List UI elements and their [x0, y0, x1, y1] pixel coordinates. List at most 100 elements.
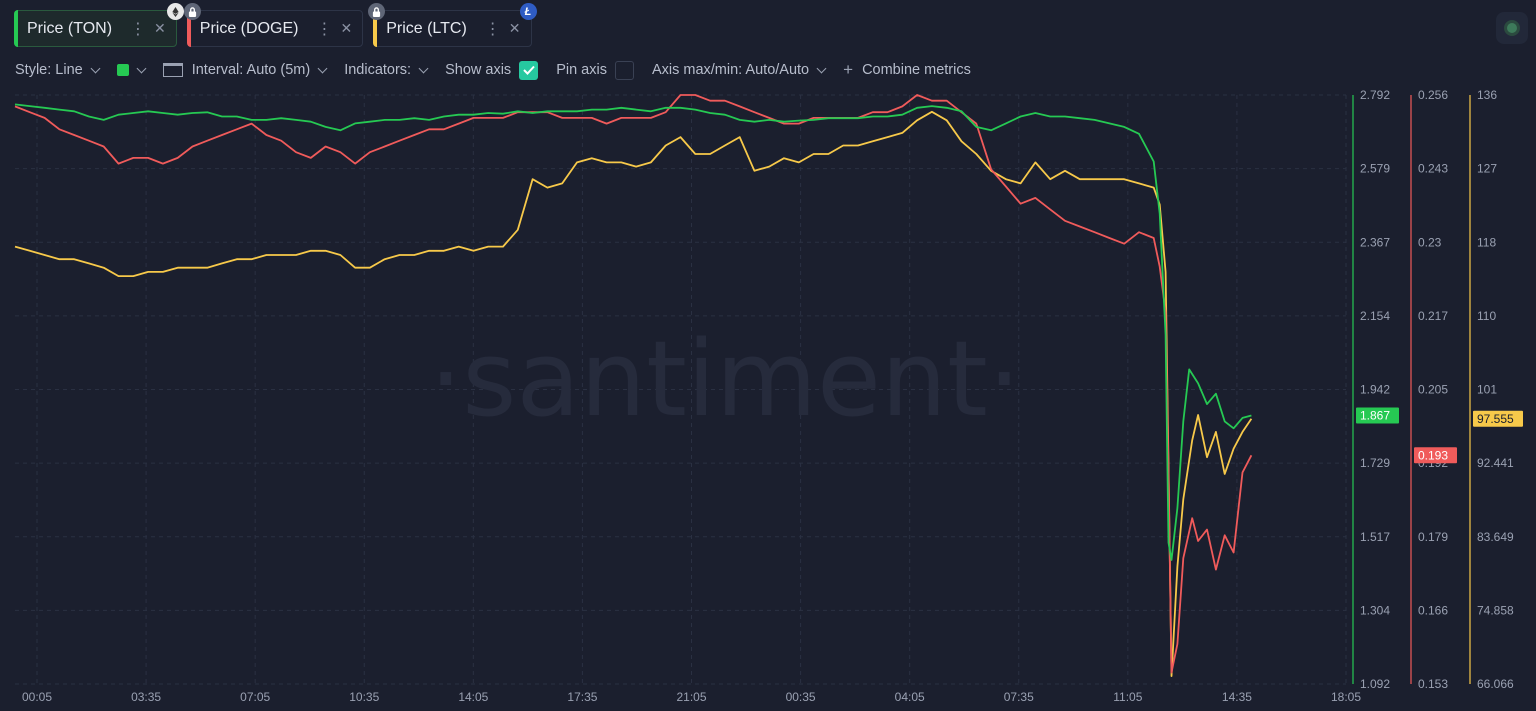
- settings-toggle-button[interactable]: [1496, 12, 1528, 44]
- current-value-text: 1.867: [1360, 408, 1390, 422]
- x-tick-label: 07:05: [240, 690, 270, 704]
- y-tick-label: 0.217: [1418, 309, 1448, 323]
- chevron-down-icon: [816, 63, 827, 73]
- indicators-dropdown[interactable]: Indicators:: [344, 62, 429, 78]
- show-axis-checkbox[interactable]: [519, 60, 539, 80]
- y-tick-label: 0.205: [1418, 383, 1448, 397]
- ethereum-icon: [166, 3, 184, 20]
- chart-grid: [15, 94, 1347, 685]
- y-tick-label: 83.649: [1477, 530, 1514, 544]
- plus-icon: +: [843, 60, 854, 79]
- x-tick-label: 00:35: [786, 690, 816, 704]
- chevron-down-icon: [418, 63, 429, 73]
- tab-label: Price (TON): [27, 19, 113, 37]
- x-tick-label: 11:05: [1113, 690, 1142, 704]
- pin-axis-checkbox[interactable]: [614, 60, 634, 80]
- current-value-badge: [1356, 407, 1399, 424]
- y-tick-label: 1.092: [1360, 677, 1390, 691]
- close-icon[interactable]: ✕: [340, 20, 353, 36]
- y-tick-label: 1.304: [1360, 603, 1390, 617]
- interval-dropdown[interactable]: Interval: Auto (5m): [162, 62, 328, 78]
- chevron-down-icon: [317, 63, 328, 73]
- close-icon[interactable]: ✕: [508, 20, 521, 36]
- x-tick-label: 17:35: [567, 690, 597, 704]
- lock-icon: [368, 3, 386, 20]
- status-dot-icon: [1507, 23, 1517, 33]
- litecoin-icon: Ł: [519, 3, 537, 20]
- x-tick-label: 00:05: [22, 690, 52, 704]
- y-tick-label: 0.23: [1418, 235, 1442, 249]
- tab-price-ltc[interactable]: Price (LTC) ⋮ ✕ Ł: [368, 3, 537, 47]
- y-tick-label: 2.792: [1360, 88, 1390, 102]
- y-tick-label: 1.729: [1360, 456, 1390, 470]
- series-lines: [14, 94, 1253, 677]
- series-line-2: [14, 110, 1253, 677]
- y-tick-label: 92.441: [1477, 456, 1514, 470]
- y-tick-label: 0.256: [1418, 88, 1448, 102]
- pin-axis-toggle[interactable]: Pin axis: [556, 60, 634, 80]
- santiment-watermark: ·santiment·: [429, 318, 1021, 440]
- current-value-badge: [1473, 410, 1523, 427]
- tab-label: Price (DOGE): [199, 19, 299, 37]
- y-tick-label: 127: [1477, 162, 1497, 176]
- x-tick-label: 04:05: [895, 690, 925, 704]
- y-tick-label: 118: [1477, 235, 1496, 249]
- tab-label: Price (LTC): [386, 19, 467, 37]
- x-tick-label: 14:35: [1222, 690, 1252, 704]
- y-tick-label: 2.154: [1360, 309, 1390, 323]
- x-tick-label: 14:05: [458, 690, 488, 704]
- y-tick-label: 0.243: [1418, 162, 1448, 176]
- series-line-1: [14, 94, 1253, 674]
- current-value-text: 0.193: [1418, 448, 1448, 462]
- tab-price-doge[interactable]: Price (DOGE) ⋮ ✕: [183, 3, 364, 47]
- combine-metrics-button[interactable]: + Combine metrics: [843, 60, 971, 80]
- y-tick-label: 136: [1477, 88, 1497, 102]
- more-options-icon[interactable]: ⋮: [130, 20, 147, 38]
- tab-price-ton[interactable]: Price (TON) ⋮ ✕: [14, 3, 184, 47]
- current-value-text: 97.555: [1477, 412, 1514, 426]
- x-tick-label: 10:35: [349, 690, 379, 704]
- interval-icon: [162, 63, 183, 77]
- y-tick-label: 0.153: [1418, 677, 1448, 691]
- y-axes: 2.792 2.579 2.367 2.154 1.942 1.729 1.517 1.304…: [1352, 88, 1514, 691]
- chevron-down-icon: [90, 63, 101, 73]
- chevron-down-icon: [136, 63, 147, 73]
- show-axis-label: Show axis: [445, 62, 512, 78]
- color-swatch-icon: [116, 64, 129, 76]
- axis-minmax-label: Axis max/min: Auto/Auto: [651, 62, 810, 78]
- ton-color-bar: [14, 10, 18, 47]
- checkmark-icon: [522, 65, 535, 75]
- y-tick-label: 101: [1477, 383, 1497, 397]
- interval-label: Interval: Auto (5m): [191, 62, 311, 78]
- y-tick-label: 110: [1477, 309, 1496, 323]
- close-icon[interactable]: ✕: [154, 20, 166, 36]
- chart-toolbar: Style: Line Interval: Auto (5m) Indicato…: [15, 58, 989, 82]
- y-tick-label: 66.066: [1477, 677, 1514, 691]
- more-options-icon[interactable]: ⋮: [316, 20, 333, 38]
- metric-tabs: Price (TON) ⋮ ✕ Price (DOGE) ⋮ ✕ Price (…: [14, 3, 537, 47]
- x-tick-label: 07:35: [1004, 690, 1034, 704]
- doge-color-bar: [186, 10, 191, 47]
- style-dropdown[interactable]: Style: Line: [15, 62, 101, 78]
- combine-metrics-label: Combine metrics: [862, 62, 971, 78]
- axis-minmax-dropdown[interactable]: Axis max/min: Auto/Auto: [651, 62, 827, 78]
- indicators-label: Indicators:: [344, 62, 412, 78]
- x-tick-label: 18:05: [1331, 690, 1361, 704]
- x-tick-label: 21:05: [676, 690, 706, 704]
- y-tick-label: 0.179: [1418, 530, 1448, 544]
- y-tick-label: 2.367: [1360, 235, 1390, 249]
- y-tick-label: 1.942: [1360, 383, 1390, 397]
- lock-icon: [183, 3, 201, 20]
- y-tick-label: 2.579: [1360, 162, 1390, 176]
- more-options-icon[interactable]: ⋮: [484, 20, 501, 38]
- current-value-badge: [1414, 447, 1457, 464]
- y-tick-label: 74.858: [1477, 603, 1514, 617]
- ltc-color-bar: [373, 10, 378, 47]
- color-picker[interactable]: [116, 63, 147, 76]
- style-label: Style: Line: [15, 62, 83, 78]
- y-tick-label: 0.166: [1418, 603, 1448, 617]
- x-axis: 00:05 03:35 07:05 10:35 14:05 17:35 21:05 00:35…: [22, 690, 1361, 704]
- x-tick-label: 03:35: [131, 690, 161, 704]
- show-axis-toggle[interactable]: Show axis: [445, 60, 539, 80]
